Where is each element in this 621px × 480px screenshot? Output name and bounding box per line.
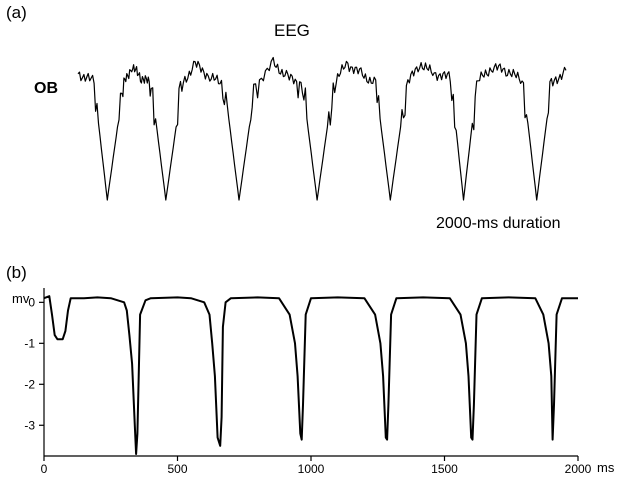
eeg-trace-line xyxy=(77,56,567,201)
y-tick-label: -3 xyxy=(24,418,35,432)
x-tick-label: 2000 xyxy=(565,462,592,476)
membrane-trace-group xyxy=(43,295,578,455)
y-axis-label: mv xyxy=(12,291,30,306)
panel-b-label: (b) xyxy=(6,263,27,282)
trace-label-ob: OB xyxy=(34,80,58,97)
x-tick-label: 1000 xyxy=(298,462,325,476)
y-tick-label: -2 xyxy=(24,377,35,391)
x-tick-label: 0 xyxy=(41,462,48,476)
y-tick-label: -1 xyxy=(24,336,35,350)
eeg-trace-group xyxy=(77,56,567,201)
membrane-trace-line xyxy=(43,295,578,455)
x-axis-unit: ms xyxy=(597,460,615,475)
y-tick-label: 0 xyxy=(28,295,35,309)
panel-b-axes: 0 -1 -2 -3 0 500 1000 1500 2000 xyxy=(24,288,592,476)
panel-a-title: EEG xyxy=(274,21,310,40)
duration-annotation: 2000-ms duration xyxy=(436,215,561,232)
x-tick-label: 1500 xyxy=(431,462,458,476)
panel-a-label: (a) xyxy=(6,3,27,22)
x-tick-label: 500 xyxy=(167,462,187,476)
